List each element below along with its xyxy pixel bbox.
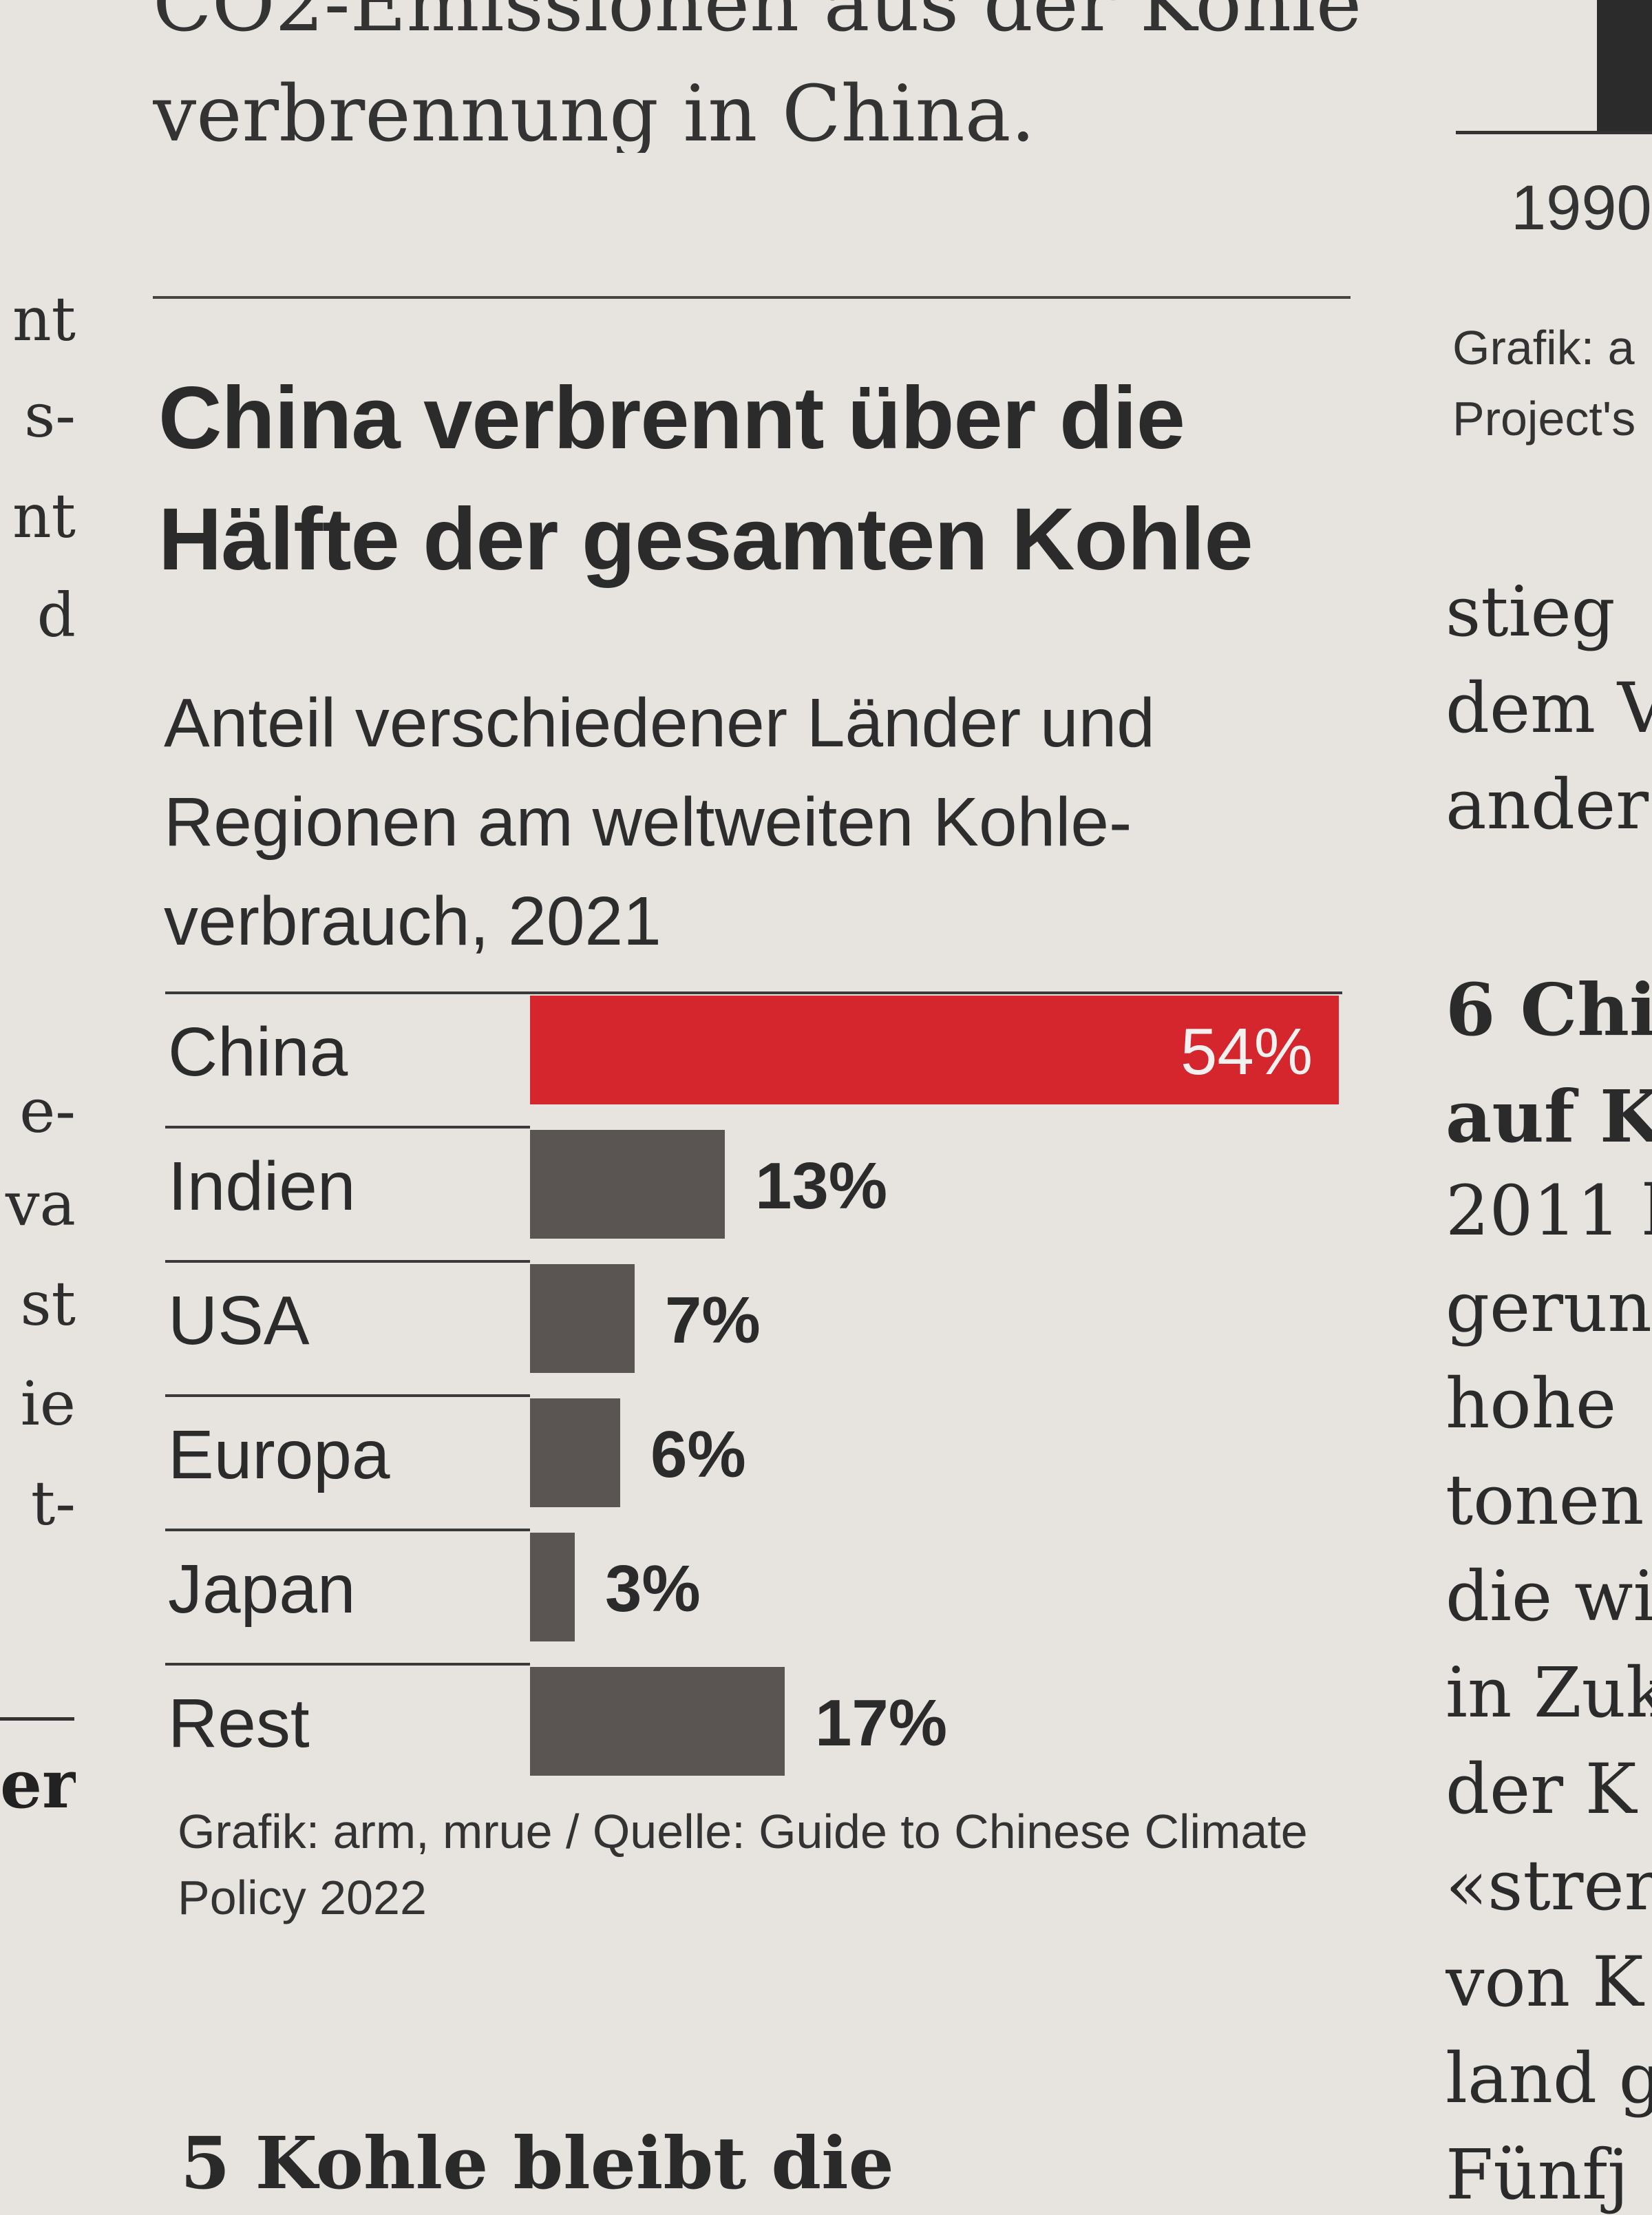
right-text-fragment: in Zuk (1446, 1652, 1652, 1733)
right-text-fragment: tonen (1446, 1460, 1644, 1540)
row-divider (165, 1260, 530, 1263)
row-divider (165, 991, 1342, 994)
right-text-fragment: der K (1446, 1749, 1637, 1829)
row-divider (165, 1126, 530, 1129)
category-label: China (168, 1014, 348, 1091)
left-column-fragment: d (36, 585, 76, 646)
left-column-fragment: va (5, 1174, 76, 1235)
left-column-fragment: ie (20, 1374, 76, 1434)
article-text-line: verbrennung in China. (153, 76, 1036, 153)
right-text-fragment: land g (1446, 2038, 1652, 2119)
chart-credit: Grafik: arm, mrue / Quelle: Guide to Chi… (178, 1805, 1308, 1924)
value-label: 7% (665, 1283, 761, 1357)
left-column-fragment: e- (19, 1081, 76, 1142)
right-text-fragment: Fünfj (1446, 2134, 1629, 2215)
right-text-fragment: dem V (1446, 668, 1652, 748)
bar-china (530, 996, 1339, 1104)
category-label: Europa (168, 1416, 390, 1493)
left-column-fragment: s- (24, 386, 76, 446)
row-divider (165, 1394, 530, 1397)
right-text-fragment: ander (1446, 764, 1649, 845)
value-label: 3% (605, 1552, 701, 1626)
left-column-fragment: nt (12, 486, 76, 547)
value-label: 54% (1180, 1015, 1313, 1089)
left-column-rule (0, 1717, 74, 1721)
left-column-fragment: t- (30, 1473, 76, 1534)
right-credit-fragment: Project's (1452, 392, 1636, 445)
bar-japan (530, 1533, 575, 1641)
chart-subtitle: Anteil verschiedener Länder und Regionen… (164, 684, 1155, 960)
bar-usa (530, 1264, 635, 1373)
next-section-heading: 5 Kohle bleibt die (180, 2128, 894, 2199)
right-text-fragment: die wi (1446, 1556, 1652, 1637)
left-column-heading-fragment: er (0, 1745, 76, 1823)
right-column-chart-fragment (1597, 0, 1652, 131)
right-text-fragment: «strer (1446, 1845, 1652, 1926)
right-heading-fragment: auf K (1446, 1074, 1652, 1159)
bar-europa (530, 1398, 620, 1507)
value-label: 13% (755, 1149, 888, 1223)
value-label: 17% (815, 1686, 948, 1760)
category-label: USA (168, 1282, 310, 1359)
left-column-fragment: nt (12, 289, 76, 350)
right-year-fragment: 1990 (1511, 173, 1652, 243)
right-text-fragment: stieg (1446, 571, 1616, 652)
left-column-fragment: st (20, 1274, 76, 1334)
row-divider (165, 1663, 530, 1666)
right-text-fragment: gerun (1446, 1267, 1652, 1347)
bar-chart: China 54% Indien 13% USA 7% Europa 6% Japan 3% Res… (165, 991, 1356, 1797)
section-divider (153, 296, 1351, 299)
category-label: Indien (168, 1148, 356, 1225)
right-column-rule (1456, 131, 1652, 134)
bar-rest (530, 1667, 785, 1776)
bar-indien (530, 1130, 725, 1239)
right-text-fragment: 2011 b (1446, 1171, 1652, 1251)
right-credit-fragment: Grafik: a (1452, 321, 1635, 375)
right-text-fragment: von K (1446, 1942, 1644, 2022)
category-label: Rest (168, 1685, 310, 1762)
right-heading-fragment: 6 Chi (1446, 967, 1652, 1052)
category-label: Japan (168, 1551, 356, 1628)
article-text-line: CO2-Emissionen aus der Kohle- (153, 0, 1364, 43)
chart-headline: China verbrennt über die Hälfte der gesa… (158, 369, 1253, 589)
row-divider (165, 1529, 530, 1531)
right-text-fragment: hohe (1446, 1363, 1617, 1444)
value-label: 6% (650, 1418, 746, 1491)
